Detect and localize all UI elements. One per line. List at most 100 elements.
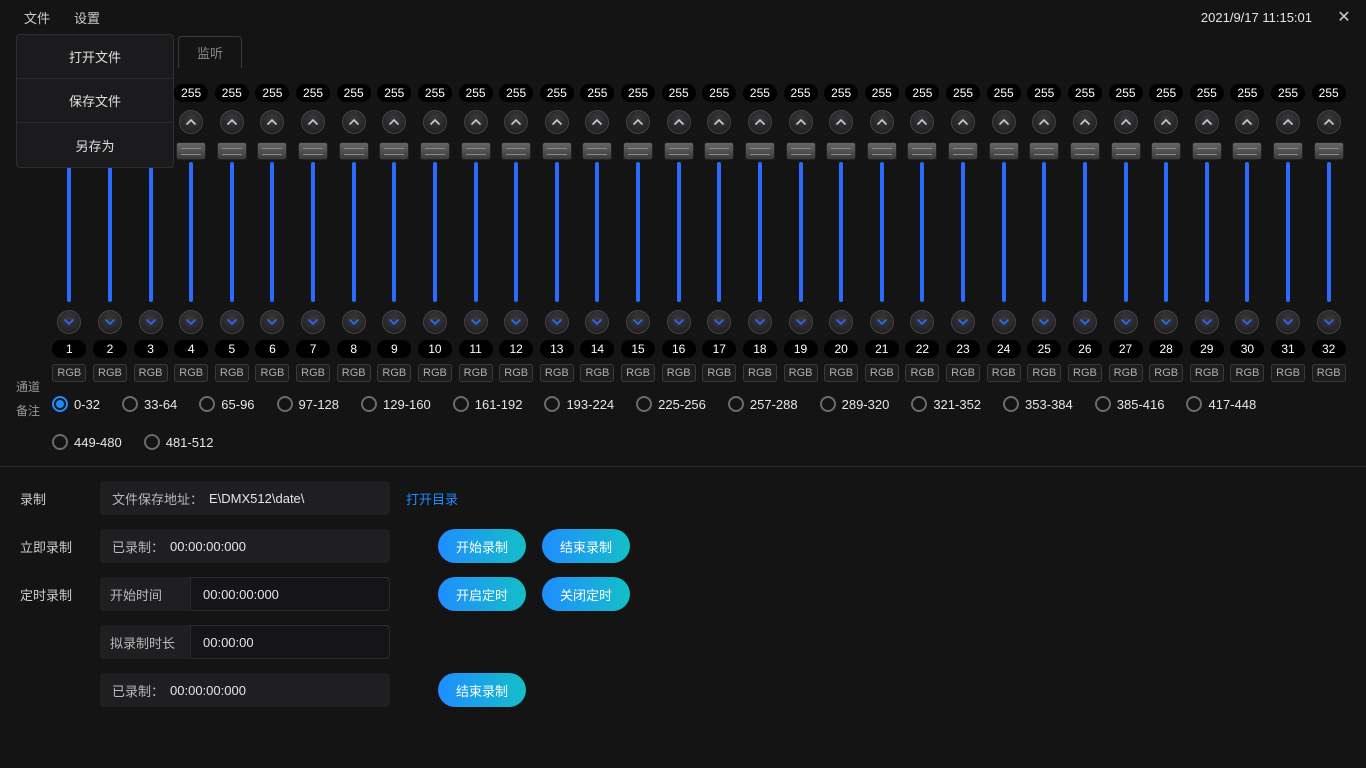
- channel-down-button[interactable]: [464, 310, 488, 334]
- channel-slider[interactable]: [298, 142, 328, 302]
- start-time-value[interactable]: 00:00:00:000: [190, 577, 390, 611]
- slider-handle-icon[interactable]: [907, 142, 937, 160]
- radio-icon[interactable]: [1095, 396, 1111, 412]
- channel-down-button[interactable]: [992, 310, 1016, 334]
- channel-slider[interactable]: [501, 142, 531, 302]
- slider-handle-icon[interactable]: [1070, 142, 1100, 160]
- channel-down-button[interactable]: [260, 310, 284, 334]
- channel-down-button[interactable]: [829, 310, 853, 334]
- channel-up-button[interactable]: [992, 110, 1016, 134]
- channel-up-button[interactable]: [870, 110, 894, 134]
- slider-handle-icon[interactable]: [948, 142, 978, 160]
- channel-down-button[interactable]: [98, 310, 122, 334]
- channel-note[interactable]: RGB: [946, 364, 980, 382]
- tab-monitor[interactable]: 监听: [178, 36, 242, 68]
- channel-up-button[interactable]: [829, 110, 853, 134]
- end-record-button[interactable]: 结束录制: [542, 529, 630, 563]
- channel-slider[interactable]: [257, 142, 287, 302]
- channel-note[interactable]: RGB: [1109, 364, 1143, 382]
- slider-handle-icon[interactable]: [1273, 142, 1303, 160]
- start-record-button[interactable]: 开始录制: [438, 529, 526, 563]
- channel-slider[interactable]: [1111, 142, 1141, 302]
- range-option[interactable]: 257-288: [728, 396, 798, 412]
- range-option[interactable]: 289-320: [820, 396, 890, 412]
- channel-down-button[interactable]: [1073, 310, 1097, 334]
- channel-slider[interactable]: [176, 142, 206, 302]
- radio-icon[interactable]: [453, 396, 469, 412]
- channel-down-button[interactable]: [139, 310, 163, 334]
- channel-up-button[interactable]: [1195, 110, 1219, 134]
- channel-down-button[interactable]: [1276, 310, 1300, 334]
- channel-note[interactable]: RGB: [337, 364, 371, 382]
- slider-handle-icon[interactable]: [989, 142, 1019, 160]
- channel-down-button[interactable]: [1195, 310, 1219, 334]
- slider-handle-icon[interactable]: [257, 142, 287, 160]
- channel-down-button[interactable]: [57, 310, 81, 334]
- channel-down-button[interactable]: [667, 310, 691, 334]
- channel-slider[interactable]: [745, 142, 775, 302]
- open-dir-link[interactable]: 打开目录: [406, 489, 458, 508]
- channel-note[interactable]: RGB: [1271, 364, 1305, 382]
- slider-handle-icon[interactable]: [1029, 142, 1059, 160]
- range-option[interactable]: 225-256: [636, 396, 706, 412]
- slider-handle-icon[interactable]: [786, 142, 816, 160]
- range-option[interactable]: 193-224: [544, 396, 614, 412]
- channel-down-button[interactable]: [1317, 310, 1341, 334]
- channel-up-button[interactable]: [504, 110, 528, 134]
- radio-icon[interactable]: [361, 396, 377, 412]
- channel-note[interactable]: RGB: [702, 364, 736, 382]
- channel-up-button[interactable]: [667, 110, 691, 134]
- slider-handle-icon[interactable]: [704, 142, 734, 160]
- channel-slider[interactable]: [1232, 142, 1262, 302]
- range-option[interactable]: 449-480: [52, 434, 122, 450]
- channel-up-button[interactable]: [951, 110, 975, 134]
- radio-icon[interactable]: [1003, 396, 1019, 412]
- channel-down-button[interactable]: [951, 310, 975, 334]
- channel-up-button[interactable]: [1154, 110, 1178, 134]
- channel-down-button[interactable]: [301, 310, 325, 334]
- channel-note[interactable]: RGB: [418, 364, 452, 382]
- channel-down-button[interactable]: [1114, 310, 1138, 334]
- start-timer-button[interactable]: 开启定时: [438, 577, 526, 611]
- radio-icon[interactable]: [199, 396, 215, 412]
- channel-note[interactable]: RGB: [1068, 364, 1102, 382]
- channel-note[interactable]: RGB: [540, 364, 574, 382]
- radio-icon[interactable]: [1186, 396, 1202, 412]
- channel-up-button[interactable]: [626, 110, 650, 134]
- channel-up-button[interactable]: [545, 110, 569, 134]
- channel-up-button[interactable]: [1032, 110, 1056, 134]
- menu-settings[interactable]: 设置: [62, 2, 112, 33]
- slider-handle-icon[interactable]: [1111, 142, 1141, 160]
- channel-slider[interactable]: [623, 142, 653, 302]
- radio-icon[interactable]: [144, 434, 160, 450]
- channel-slider[interactable]: [461, 142, 491, 302]
- range-option[interactable]: 481-512: [144, 434, 214, 450]
- channel-note[interactable]: RGB: [824, 364, 858, 382]
- channel-note[interactable]: RGB: [580, 364, 614, 382]
- channel-slider[interactable]: [1273, 142, 1303, 302]
- channel-note[interactable]: RGB: [1230, 364, 1264, 382]
- channel-up-button[interactable]: [179, 110, 203, 134]
- channel-note[interactable]: RGB: [499, 364, 533, 382]
- channel-slider[interactable]: [217, 142, 247, 302]
- range-option[interactable]: 161-192: [453, 396, 523, 412]
- slider-handle-icon[interactable]: [1314, 142, 1344, 160]
- channel-note[interactable]: RGB: [296, 364, 330, 382]
- channel-note[interactable]: RGB: [174, 364, 208, 382]
- channel-slider[interactable]: [582, 142, 612, 302]
- channel-up-button[interactable]: [585, 110, 609, 134]
- channel-down-button[interactable]: [1032, 310, 1056, 334]
- channel-slider[interactable]: [339, 142, 369, 302]
- slider-handle-icon[interactable]: [542, 142, 572, 160]
- channel-up-button[interactable]: [1114, 110, 1138, 134]
- channel-up-button[interactable]: [260, 110, 284, 134]
- slider-handle-icon[interactable]: [1151, 142, 1181, 160]
- channel-down-button[interactable]: [1235, 310, 1259, 334]
- channel-down-button[interactable]: [179, 310, 203, 334]
- radio-icon[interactable]: [52, 396, 68, 412]
- channel-slider[interactable]: [907, 142, 937, 302]
- channel-slider[interactable]: [867, 142, 897, 302]
- range-option[interactable]: 321-352: [911, 396, 981, 412]
- channel-note[interactable]: RGB: [662, 364, 696, 382]
- channel-note[interactable]: RGB: [1312, 364, 1346, 382]
